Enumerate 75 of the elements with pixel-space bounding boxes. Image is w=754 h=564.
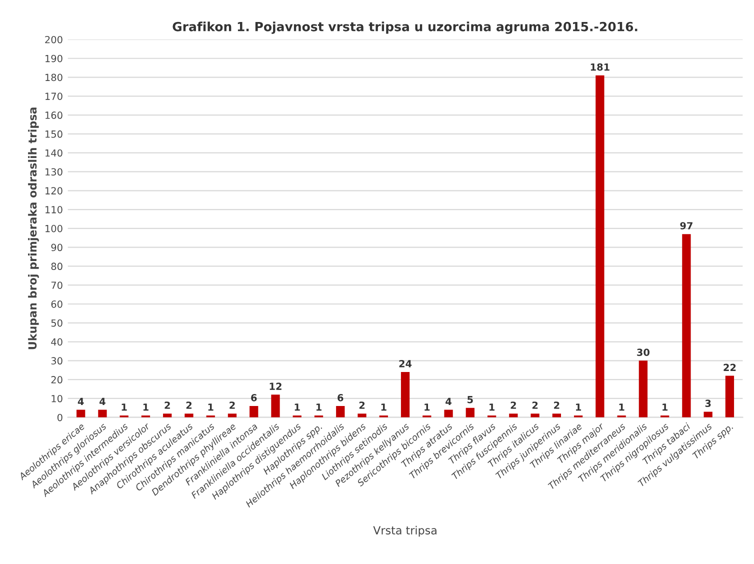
bar bbox=[336, 406, 345, 418]
data-label: 2 bbox=[554, 402, 560, 409]
bar bbox=[509, 414, 518, 418]
y-tick-label: 160 bbox=[46, 112, 62, 119]
y-tick-label: 90 bbox=[51, 244, 62, 252]
y-tick-label: 40 bbox=[51, 338, 62, 346]
x-axis-title: Vrsta tripsa bbox=[373, 526, 436, 537]
y-tick-label: 10 bbox=[52, 394, 62, 402]
data-label: 5 bbox=[468, 396, 473, 404]
data-label: 1 bbox=[381, 404, 386, 411]
y-tick-label: 150 bbox=[46, 130, 62, 138]
bar bbox=[638, 360, 648, 418]
data-label: 6 bbox=[251, 394, 257, 402]
bar bbox=[682, 234, 691, 418]
data-label: 1 bbox=[208, 404, 214, 411]
data-label: 4 bbox=[446, 398, 452, 406]
y-tick-label: 180 bbox=[46, 74, 62, 82]
data-label: 4 bbox=[78, 398, 84, 406]
data-label: 2 bbox=[532, 402, 538, 409]
y-tick-label: 50 bbox=[51, 319, 62, 327]
data-label: 1 bbox=[424, 404, 430, 411]
data-label: 1 bbox=[490, 404, 495, 411]
y-tick-label: 80 bbox=[51, 262, 62, 270]
data-label: 24 bbox=[399, 360, 412, 368]
bar bbox=[358, 414, 366, 418]
y-tick-label: 170 bbox=[46, 92, 62, 100]
y-tick-label: 200 bbox=[45, 36, 62, 44]
y-tick-label: 20 bbox=[51, 376, 62, 384]
y-tick-label: 120 bbox=[46, 187, 62, 194]
data-label: 1 bbox=[316, 404, 322, 411]
data-label: 1 bbox=[143, 404, 148, 411]
bar bbox=[271, 394, 280, 418]
bar bbox=[466, 408, 474, 418]
data-label: 1 bbox=[294, 404, 300, 411]
bar bbox=[184, 414, 194, 418]
y-tick-label: 60 bbox=[51, 300, 62, 308]
data-label: 3 bbox=[705, 400, 711, 408]
data-label: 6 bbox=[338, 394, 344, 402]
y-tick-label: 140 bbox=[46, 149, 62, 157]
data-label: 2 bbox=[510, 402, 516, 409]
y-tick-label: 100 bbox=[46, 224, 62, 232]
data-label: 97 bbox=[680, 222, 692, 230]
bar bbox=[704, 412, 712, 418]
data-label: 12 bbox=[270, 382, 282, 390]
y-axis-title: Ukupan broj primjeraka odraslih tripsa bbox=[28, 108, 39, 350]
bar bbox=[163, 414, 172, 418]
bar bbox=[228, 414, 237, 418]
bar bbox=[725, 376, 734, 418]
data-label: 1 bbox=[619, 404, 624, 411]
chart-title: Grafikon 1. Pojavnost vrsta tripsa u uzorcima agruma 2015.-2016. bbox=[172, 22, 638, 34]
data-label: 2 bbox=[230, 402, 235, 409]
data-label: 181 bbox=[590, 63, 610, 71]
y-tick-label: 0 bbox=[57, 414, 62, 422]
bar bbox=[250, 406, 258, 418]
data-label: 1 bbox=[576, 404, 582, 411]
data-label: 4 bbox=[100, 398, 106, 406]
bar bbox=[98, 410, 107, 418]
bar bbox=[552, 414, 562, 418]
y-tick-label: 130 bbox=[46, 168, 62, 176]
y-tick-label: 70 bbox=[51, 282, 62, 289]
data-label: 30 bbox=[637, 348, 650, 356]
data-label: 1 bbox=[662, 404, 668, 411]
data-label: 2 bbox=[164, 402, 170, 409]
bar bbox=[596, 75, 604, 418]
bar bbox=[530, 414, 540, 418]
y-tick-label: 30 bbox=[51, 357, 62, 365]
data-label: 2 bbox=[359, 402, 365, 409]
data-label: 1 bbox=[122, 404, 127, 411]
bar bbox=[400, 372, 410, 418]
data-label: 2 bbox=[186, 402, 192, 409]
y-tick-label: 190 bbox=[46, 54, 62, 62]
data-label: 22 bbox=[724, 364, 736, 371]
bar bbox=[444, 410, 453, 418]
y-tick-label: 110 bbox=[46, 206, 62, 214]
bar bbox=[76, 410, 86, 418]
